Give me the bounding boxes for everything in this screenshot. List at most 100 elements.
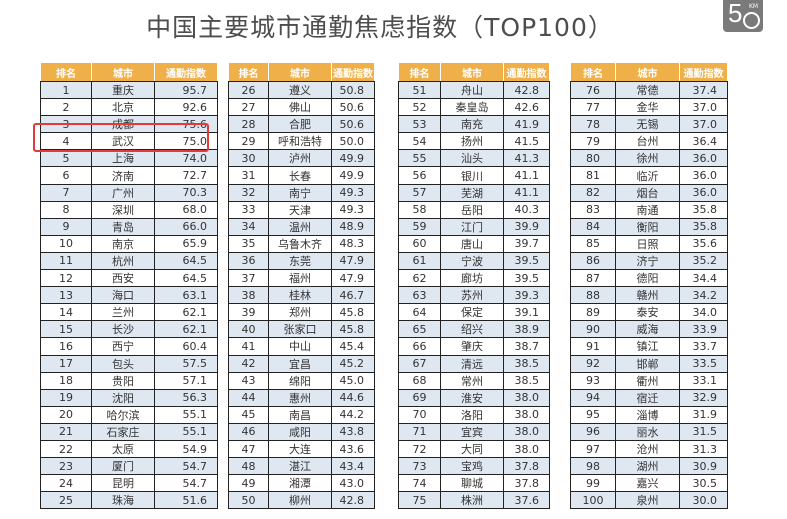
table-row: 37 福州 47.9 xyxy=(228,269,375,288)
rank-cell: 100 xyxy=(570,491,616,510)
index-cell: 36.0 xyxy=(679,149,728,168)
index-cell: 68.0 xyxy=(154,200,218,219)
table-row: 71 宜宾 38.0 xyxy=(398,422,550,441)
city-cell: 沈阳 xyxy=(91,388,155,407)
rank-cell: 7 xyxy=(40,183,92,202)
table-row: 49 湘潭 43.0 xyxy=(228,474,375,493)
rank-cell: 8 xyxy=(40,200,92,219)
index-cell: 66.0 xyxy=(154,217,218,236)
index-cell: 41.1 xyxy=(503,166,550,185)
rank-cell: 99 xyxy=(570,474,616,493)
rank-cell: 30 xyxy=(228,149,269,168)
index-cell: 35.8 xyxy=(679,200,728,219)
rank-cell: 55 xyxy=(398,149,441,168)
rank-cell: 64 xyxy=(398,303,441,322)
rank-cell: 58 xyxy=(398,200,441,219)
rank-cell: 5 xyxy=(40,149,92,168)
rank-cell: 16 xyxy=(40,337,92,356)
city-cell: 衡阳 xyxy=(615,217,680,236)
index-cell: 60.4 xyxy=(154,337,218,356)
city-cell: 湘潭 xyxy=(268,474,332,493)
rank-cell: 76 xyxy=(570,80,616,100)
city-cell: 常州 xyxy=(440,371,504,390)
table-row: 20 哈尔滨 55.1 xyxy=(40,405,218,424)
table-row: 9 青岛 66.0 xyxy=(40,217,218,236)
ranking-table-2: 排名 城市 通勤指数 26 遵义 50.8 27 佛山 50.6 28 合肥 50.6 29 呼和浩特 50… xyxy=(228,62,375,510)
city-cell: 青岛 xyxy=(91,217,155,236)
rank-cell: 40 xyxy=(228,320,269,339)
index-cell: 44.6 xyxy=(331,388,375,407)
city-cell: 佛山 xyxy=(268,98,332,117)
rank-cell: 68 xyxy=(398,371,441,390)
index-cell: 50.6 xyxy=(331,98,375,117)
index-cell: 39.5 xyxy=(503,251,550,271)
index-cell: 92.6 xyxy=(154,98,218,117)
city-cell: 金华 xyxy=(615,98,680,117)
index-header: 通勤指数 xyxy=(331,62,375,82)
rank-cell: 85 xyxy=(570,234,616,253)
index-cell: 35.8 xyxy=(679,217,728,236)
city-cell: 舟山 xyxy=(440,80,504,100)
index-cell: 38.0 xyxy=(503,405,550,424)
rank-cell: 82 xyxy=(570,183,616,202)
index-cell: 50.8 xyxy=(331,80,375,100)
city-header: 城市 xyxy=(440,62,504,82)
index-cell: 49.3 xyxy=(331,200,375,219)
table-row: 48 湛江 43.4 xyxy=(228,457,375,476)
index-cell: 57.5 xyxy=(154,354,218,373)
city-cell: 威海 xyxy=(615,320,680,339)
rank-cell: 13 xyxy=(40,286,92,305)
city-cell: 宜宾 xyxy=(440,422,504,441)
city-cell: 张家口 xyxy=(268,320,332,339)
index-cell: 39.3 xyxy=(503,286,550,305)
city-cell: 芜湖 xyxy=(440,183,504,202)
city-cell: 南通 xyxy=(615,200,680,219)
table-row: 88 赣州 34.2 xyxy=(570,286,728,305)
rank-cell: 78 xyxy=(570,115,616,134)
rank-cell: 53 xyxy=(398,115,441,134)
city-cell: 哈尔滨 xyxy=(91,405,155,424)
rank-cell: 75 xyxy=(398,491,441,510)
table-row: 81 临沂 36.0 xyxy=(570,166,728,185)
rank-cell: 48 xyxy=(228,457,269,476)
city-cell: 温州 xyxy=(268,217,332,236)
city-cell: 常德 xyxy=(615,80,680,100)
index-cell: 43.6 xyxy=(331,439,375,459)
table-row: 32 南宁 49.3 xyxy=(228,183,375,202)
rank-cell: 47 xyxy=(228,439,269,459)
rank-cell: 66 xyxy=(398,337,441,356)
index-cell: 34.0 xyxy=(679,303,728,322)
index-header: 通勤指数 xyxy=(679,62,728,82)
table-row: 36 东莞 47.9 xyxy=(228,251,375,271)
table-row: 65 绍兴 38.9 xyxy=(398,320,550,339)
index-cell: 38.7 xyxy=(503,337,550,356)
rank-cell: 39 xyxy=(228,303,269,322)
rank-cell: 71 xyxy=(398,422,441,441)
index-cell: 48.9 xyxy=(331,217,375,236)
rank-cell: 56 xyxy=(398,166,441,185)
index-cell: 62.1 xyxy=(154,303,218,322)
table-row: 4 武汉 75.0 xyxy=(40,132,218,151)
city-cell: 珠海 xyxy=(91,491,155,510)
index-cell: 95.7 xyxy=(154,80,218,100)
table-row: 16 西宁 60.4 xyxy=(40,337,218,356)
index-cell: 45.8 xyxy=(331,303,375,322)
index-cell: 39.5 xyxy=(503,269,550,288)
table-row: 23 厦门 54.7 xyxy=(40,457,218,476)
table-row: 59 江门 39.9 xyxy=(398,217,550,236)
rank-cell: 2 xyxy=(40,98,92,117)
rank-cell: 87 xyxy=(570,269,616,288)
city-cell: 中山 xyxy=(268,337,332,356)
table-row: 64 保定 39.1 xyxy=(398,303,550,322)
index-header: 通勤指数 xyxy=(154,62,218,82)
rank-cell: 62 xyxy=(398,269,441,288)
rank-cell: 81 xyxy=(570,166,616,185)
index-cell: 51.6 xyxy=(154,491,218,510)
index-cell: 36.0 xyxy=(679,166,728,185)
table-row: 80 徐州 36.0 xyxy=(570,149,728,168)
city-cell: 昆明 xyxy=(91,474,155,493)
table-row: 86 济宁 35.2 xyxy=(570,251,728,271)
city-cell: 太原 xyxy=(91,439,155,459)
index-cell: 37.0 xyxy=(679,115,728,134)
index-cell: 46.7 xyxy=(331,286,375,305)
